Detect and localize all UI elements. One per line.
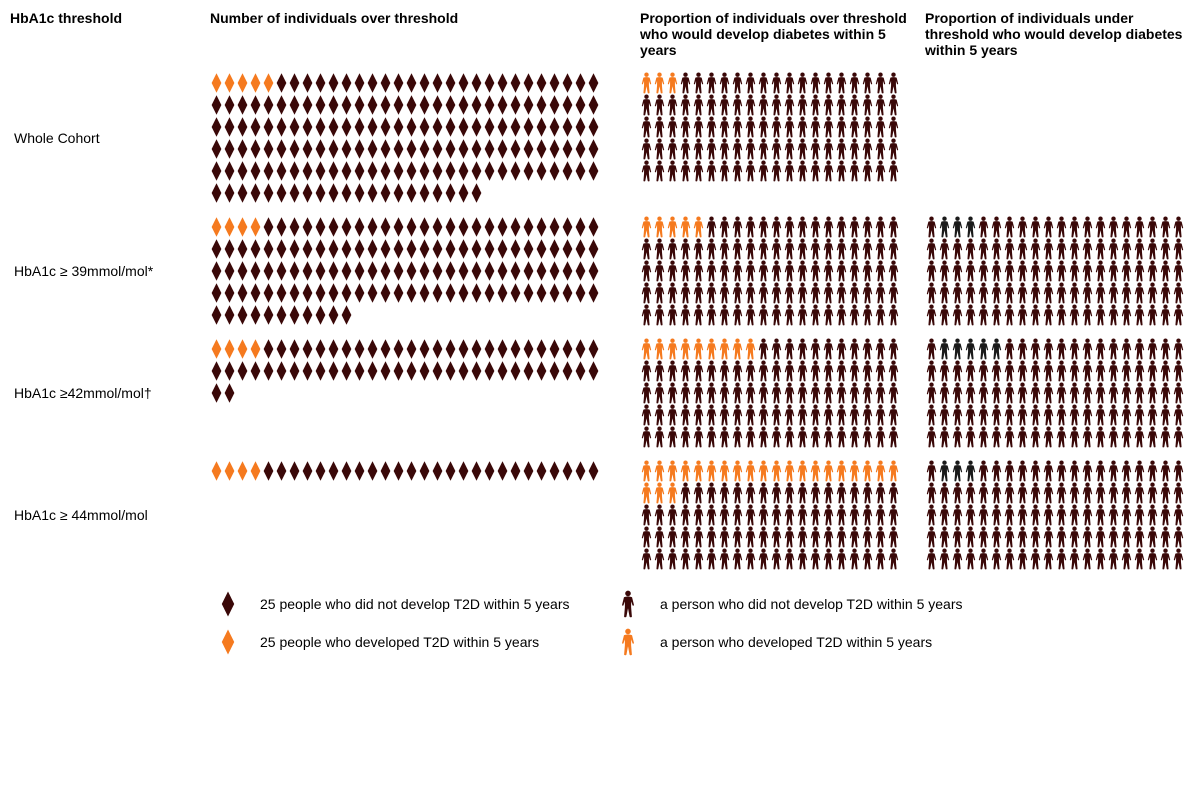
- diamond-grid: [210, 338, 610, 404]
- legend-person-yes-icon: [620, 628, 650, 656]
- person-grid-over: [640, 460, 905, 570]
- cell-under: [925, 332, 1200, 454]
- diamond-grid: [210, 216, 610, 326]
- cell-over: [640, 210, 915, 332]
- cell-under: [925, 454, 1200, 576]
- threshold-label: HbA1c ≥ 39mmol/mol*: [10, 210, 200, 332]
- person-grid-under: [925, 216, 1190, 326]
- person-grid-over: [640, 72, 905, 182]
- threshold-label: Whole Cohort: [10, 66, 200, 210]
- person-grid-over: [640, 338, 905, 448]
- legend-diamond-yes-label: 25 people who developed T2D within 5 yea…: [260, 634, 610, 650]
- cell-over: [640, 454, 915, 576]
- legend-diamond-no-icon: [220, 590, 250, 618]
- cell-over: [640, 66, 915, 210]
- header-over: Proportion of individuals over threshold…: [640, 10, 915, 66]
- legend-diamond-yes-icon: [220, 628, 250, 656]
- cell-diamonds: [210, 332, 630, 454]
- infographic-grid: HbA1c threshold Number of individuals ov…: [10, 10, 1190, 576]
- threshold-label: HbA1c ≥ 44mmol/mol: [10, 454, 200, 576]
- header-count: Number of individuals over threshold: [210, 10, 630, 66]
- cell-diamonds: [210, 210, 630, 332]
- header-under: Proportion of individuals under threshol…: [925, 10, 1200, 66]
- person-grid-over: [640, 216, 905, 326]
- legend-diamond-no-label: 25 people who did not develop T2D within…: [260, 596, 610, 612]
- diamond-grid: [210, 72, 610, 204]
- cell-under: [925, 66, 1200, 210]
- diamond-grid: [210, 460, 610, 482]
- cell-under: [925, 210, 1200, 332]
- legend-person-yes-label: a person who developed T2D within 5 year…: [660, 634, 1010, 650]
- person-grid-under: [925, 338, 1190, 448]
- threshold-label: HbA1c ≥42mmol/mol†: [10, 332, 200, 454]
- legend-person-no-label: a person who did not develop T2D within …: [660, 596, 1010, 612]
- cell-diamonds: [210, 66, 630, 210]
- legend-person-no-icon: [620, 590, 650, 618]
- cell-over: [640, 332, 915, 454]
- cell-diamonds: [210, 454, 630, 576]
- legend: 25 people who did not develop T2D within…: [220, 590, 1190, 656]
- person-grid-under: [925, 460, 1190, 570]
- header-threshold: HbA1c threshold: [10, 10, 200, 66]
